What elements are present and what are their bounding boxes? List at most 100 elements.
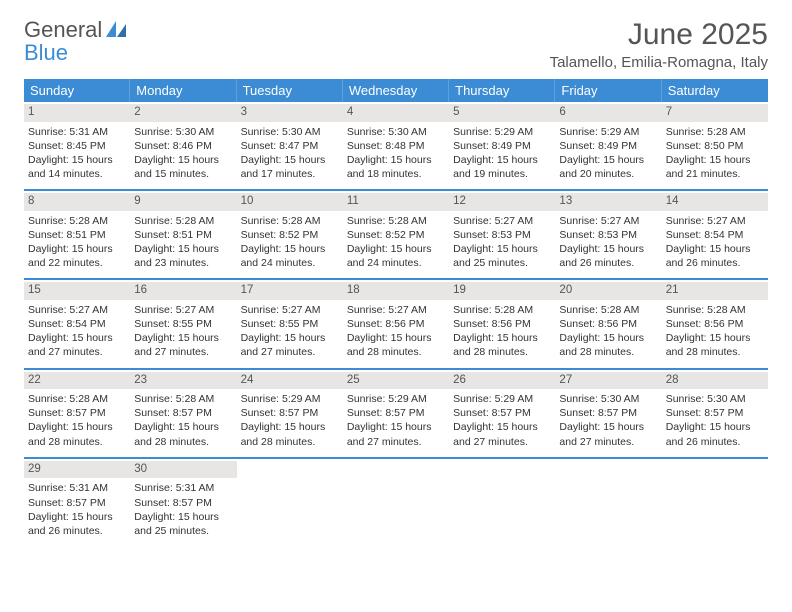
daylight-text: Daylight: 15 hours and 28 minutes. [453,331,551,359]
sunset-text: Sunset: 8:56 PM [666,317,764,331]
sunrise-text: Sunrise: 5:29 AM [347,392,445,406]
day-number: 6 [555,104,661,122]
day-number: 27 [555,372,661,390]
sunset-text: Sunset: 8:49 PM [453,139,551,153]
daylight-text: Daylight: 15 hours and 27 minutes. [28,331,126,359]
day-number: 4 [343,104,449,122]
day-cell: 6 Sunrise: 5:29 AMSunset: 8:49 PMDaylight… [555,102,661,189]
day-cell: 1Sunrise: 5:31 AMSunset: 8:45 PMDaylight… [24,102,130,189]
day-number: 11 [343,193,449,211]
day-number: 26 [449,372,555,390]
daylight-text: Daylight: 15 hours and 20 minutes. [559,153,657,181]
sunset-text: Sunset: 8:57 PM [134,496,232,510]
sunrise-text: Sunrise: 5:27 AM [347,303,445,317]
daylight-text: Daylight: 15 hours and 27 minutes. [134,331,232,359]
day-number: 15 [24,282,130,300]
empty-cell [662,459,768,546]
day-number: 9 [130,193,236,211]
day-cell: 13Sunrise: 5:27 AMSunset: 8:53 PMDayligh… [555,191,661,278]
day-cell: 17Sunrise: 5:27 AMSunset: 8:55 PMDayligh… [237,280,343,367]
daylight-text: Daylight: 15 hours and 19 minutes. [453,153,551,181]
day-number: 24 [237,372,343,390]
daylight-text: Daylight: 15 hours and 26 minutes. [559,242,657,270]
sunrise-text: Sunrise: 5:29 AM [559,125,657,139]
day-cell: 11Sunrise: 5:28 AMSunset: 8:52 PMDayligh… [343,191,449,278]
sunrise-text: Sunrise: 5:27 AM [453,214,551,228]
empty-cell [237,459,343,546]
day-cell: 14Sunrise: 5:27 AMSunset: 8:54 PMDayligh… [662,191,768,278]
daylight-text: Daylight: 15 hours and 18 minutes. [347,153,445,181]
sunrise-text: Sunrise: 5:27 AM [666,214,764,228]
sunrise-text: Sunrise: 5:27 AM [28,303,126,317]
sunset-text: Sunset: 8:52 PM [241,228,339,242]
day-cell: 30Sunrise: 5:31 AMSunset: 8:57 PMDayligh… [130,459,236,546]
day-number: 16 [130,282,236,300]
day-cell: 27Sunrise: 5:30 AMSunset: 8:57 PMDayligh… [555,370,661,457]
day-cell: 28Sunrise: 5:30 AMSunset: 8:57 PMDayligh… [662,370,768,457]
logo: General Blue [24,18,128,64]
sunset-text: Sunset: 8:56 PM [347,317,445,331]
sunrise-text: Sunrise: 5:30 AM [666,392,764,406]
daylight-text: Daylight: 15 hours and 21 minutes. [666,153,764,181]
sunrise-text: Sunrise: 5:30 AM [134,125,232,139]
sunrise-text: Sunrise: 5:28 AM [134,214,232,228]
title-block: June 2025 Talamello, Emilia-Romagna, Ita… [550,18,768,71]
week-row: 8Sunrise: 5:28 AMSunset: 8:51 PMDaylight… [24,189,768,278]
sunset-text: Sunset: 8:57 PM [28,496,126,510]
sunrise-text: Sunrise: 5:31 AM [28,125,126,139]
weekday-fri: Friday [555,79,661,102]
week-row: 1Sunrise: 5:31 AMSunset: 8:45 PMDaylight… [24,102,768,189]
weekday-header: Sunday Monday Tuesday Wednesday Thursday… [24,79,768,102]
sunset-text: Sunset: 8:54 PM [28,317,126,331]
sunset-text: Sunset: 8:48 PM [347,139,445,153]
day-number: 23 [130,372,236,390]
daylight-text: Daylight: 15 hours and 28 minutes. [28,420,126,448]
empty-cell [343,459,449,546]
day-cell: 29Sunrise: 5:31 AMSunset: 8:57 PMDayligh… [24,459,130,546]
sunset-text: Sunset: 8:57 PM [28,406,126,420]
weekday-mon: Monday [130,79,236,102]
day-number: 14 [662,193,768,211]
sunset-text: Sunset: 8:53 PM [453,228,551,242]
sunrise-text: Sunrise: 5:30 AM [347,125,445,139]
day-cell: 9Sunrise: 5:28 AMSunset: 8:51 PMDaylight… [130,191,236,278]
sunrise-text: Sunrise: 5:28 AM [28,392,126,406]
sunset-text: Sunset: 8:57 PM [241,406,339,420]
day-number: 13 [555,193,661,211]
day-cell: 15 Sunrise: 5:27 AMSunset: 8:54 PMDayligh… [24,280,130,367]
day-number: 12 [449,193,555,211]
calendar: Sunday Monday Tuesday Wednesday Thursday… [24,79,768,546]
daylight-text: Daylight: 15 hours and 17 minutes. [241,153,339,181]
sunrise-text: Sunrise: 5:30 AM [241,125,339,139]
logo-sail-icon [106,17,128,42]
weekday-thu: Thursday [449,79,555,102]
sunrise-text: Sunrise: 5:29 AM [241,392,339,406]
daylight-text: Daylight: 15 hours and 28 minutes. [666,331,764,359]
day-number: 21 [662,282,768,300]
sunrise-text: Sunrise: 5:29 AM [453,392,551,406]
day-cell: 21Sunrise: 5:28 AMSunset: 8:56 PMDayligh… [662,280,768,367]
sunrise-text: Sunrise: 5:28 AM [559,303,657,317]
logo-line1: General [24,17,102,42]
day-number: 19 [449,282,555,300]
day-cell: 22Sunrise: 5:28 AMSunset: 8:57 PMDayligh… [24,370,130,457]
sunrise-text: Sunrise: 5:27 AM [559,214,657,228]
week-row: 15Sunrise: 5:27 AMSunset: 8:54 PMDayligh… [24,278,768,367]
day-number: 1 [24,104,130,122]
day-number: 3 [237,104,343,122]
weekday-tue: Tuesday [237,79,343,102]
day-number: 5 [449,104,555,122]
sunset-text: Sunset: 8:55 PM [241,317,339,331]
week-row: 29Sunrise: 5:31 AMSunset: 8:57 PMDayligh… [24,457,768,546]
week-row: 22Sunrise: 5:28 AMSunset: 8:57 PMDayligh… [24,368,768,457]
daylight-text: Daylight: 15 hours and 26 minutes. [666,420,764,448]
daylight-text: Daylight: 15 hours and 14 minutes. [28,153,126,181]
daylight-text: Daylight: 15 hours and 22 minutes. [28,242,126,270]
sunset-text: Sunset: 8:49 PM [559,139,657,153]
sunrise-text: Sunrise: 5:30 AM [559,392,657,406]
day-cell: 26Sunrise: 5:29 AMSunset: 8:57 PMDayligh… [449,370,555,457]
day-number: 17 [237,282,343,300]
day-cell: 24Sunrise: 5:29 AMSunset: 8:57 PMDayligh… [237,370,343,457]
day-number: 18 [343,282,449,300]
daylight-text: Daylight: 15 hours and 27 minutes. [453,420,551,448]
